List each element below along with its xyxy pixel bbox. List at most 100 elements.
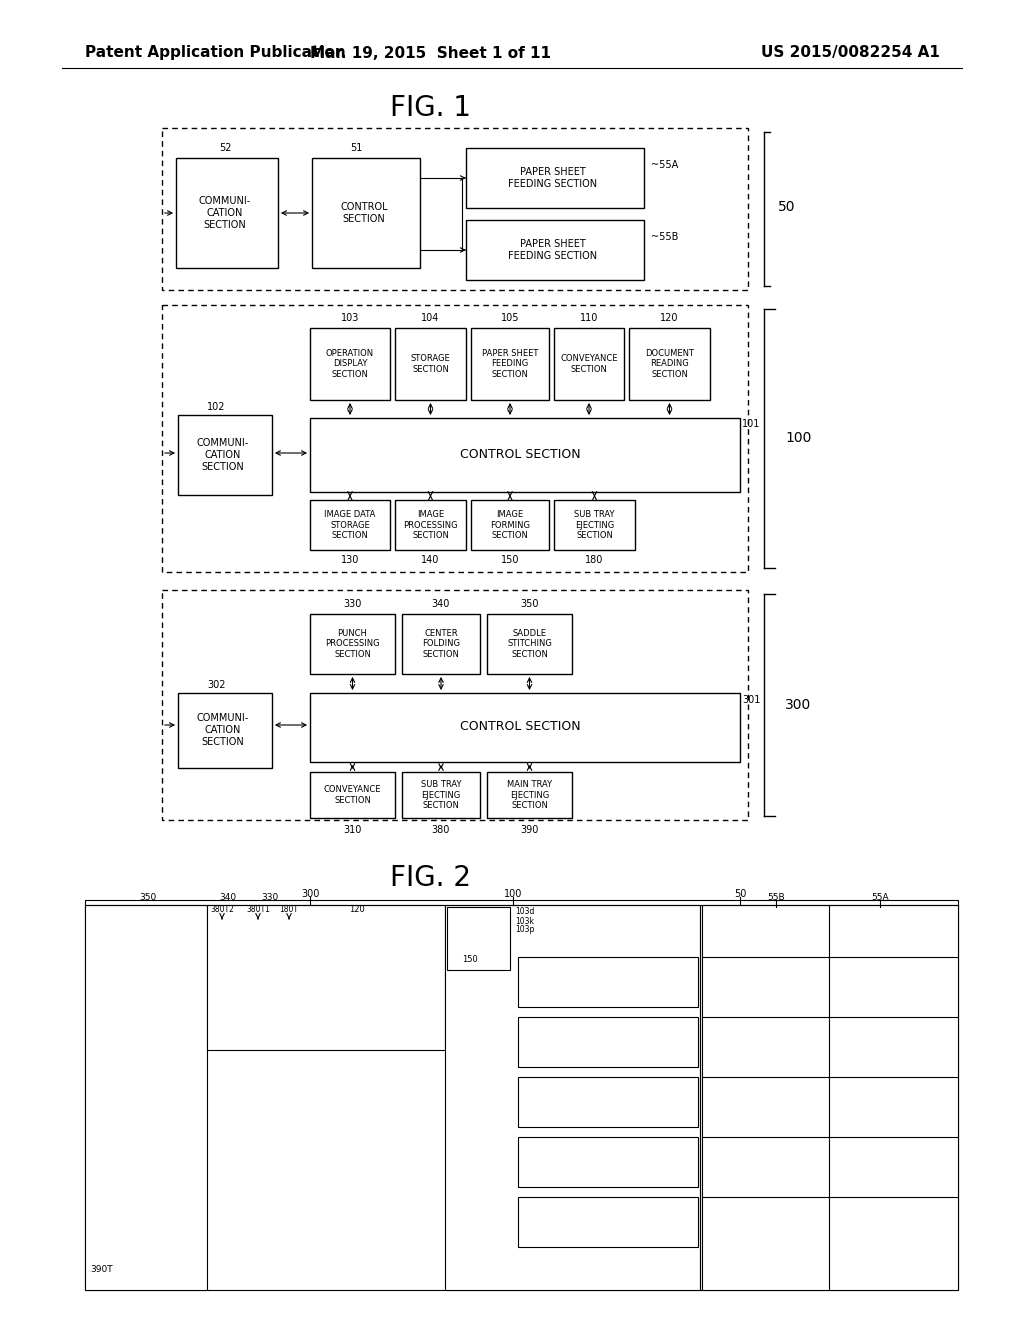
Bar	[487, 614, 572, 675]
Bar	[176, 158, 278, 268]
Text: 390: 390	[520, 825, 539, 836]
Text: CONTROL SECTION: CONTROL SECTION	[460, 721, 581, 734]
Text: SUB TRAY
EJECTING
SECTION: SUB TRAY EJECTING SECTION	[421, 780, 461, 810]
Bar	[310, 327, 390, 400]
Text: FIG. 2: FIG. 2	[389, 865, 470, 892]
Text: 350: 350	[520, 599, 539, 609]
Text: ~55A: ~55A	[651, 160, 678, 170]
Bar	[178, 414, 272, 495]
Text: MAIN TRAY
EJECTING
SECTION: MAIN TRAY EJECTING SECTION	[507, 780, 552, 810]
Text: STORAGE
SECTION: STORAGE SECTION	[411, 354, 451, 374]
Bar	[554, 500, 635, 550]
Text: 101: 101	[742, 418, 761, 429]
Bar	[518, 1077, 698, 1127]
Bar	[402, 614, 480, 675]
Text: PAPER SHEET
FEEDING SECTION: PAPER SHEET FEEDING SECTION	[509, 239, 598, 261]
Text: 330: 330	[343, 599, 361, 609]
Text: 180T: 180T	[280, 906, 299, 915]
Text: FIG. 1: FIG. 1	[389, 94, 470, 121]
Text: 390T: 390T	[90, 1266, 113, 1275]
Text: 130: 130	[341, 554, 359, 565]
Bar	[447, 907, 510, 970]
Text: 51: 51	[350, 143, 362, 153]
Text: 340: 340	[432, 599, 451, 609]
Text: 110: 110	[580, 313, 598, 323]
Bar	[402, 772, 480, 818]
Text: COMMUNI-
CATION
SECTION: COMMUNI- CATION SECTION	[197, 713, 249, 747]
Bar	[395, 500, 466, 550]
Text: PUNCH
PROCESSING
SECTION: PUNCH PROCESSING SECTION	[326, 630, 380, 659]
Text: 310: 310	[343, 825, 361, 836]
Text: 120: 120	[349, 906, 365, 915]
Text: 55A: 55A	[871, 894, 889, 903]
Text: 52: 52	[219, 143, 231, 153]
Bar	[207, 906, 445, 1049]
Text: SUB TRAY
EJECTING
SECTION: SUB TRAY EJECTING SECTION	[574, 510, 614, 540]
Text: 103d: 103d	[515, 908, 535, 916]
Bar	[518, 1137, 698, 1187]
Text: IMAGE DATA
STORAGE
SECTION: IMAGE DATA STORAGE SECTION	[325, 510, 376, 540]
Text: CENTER
FOLDING
SECTION: CENTER FOLDING SECTION	[422, 630, 460, 659]
Text: COMMUNI-
CATION
SECTION: COMMUNI- CATION SECTION	[197, 438, 249, 471]
Text: 380T1: 380T1	[246, 906, 270, 915]
Text: 103k: 103k	[515, 916, 534, 925]
Text: CONTROL SECTION: CONTROL SECTION	[460, 449, 581, 462]
Text: 300: 300	[785, 698, 811, 711]
Text: 104: 104	[421, 313, 439, 323]
Text: CONVEYANCE
SECTION: CONVEYANCE SECTION	[324, 785, 381, 805]
Text: SADDLE
STITCHING
SECTION: SADDLE STITCHING SECTION	[507, 630, 552, 659]
Bar	[162, 305, 748, 572]
Text: 100: 100	[785, 432, 811, 445]
Bar	[310, 772, 395, 818]
Text: 55B: 55B	[767, 894, 784, 903]
Text: 301: 301	[742, 696, 761, 705]
Text: 103: 103	[341, 313, 359, 323]
Text: PAPER SHEET
FEEDING SECTION: PAPER SHEET FEEDING SECTION	[509, 168, 598, 189]
Text: 300: 300	[301, 888, 319, 899]
Bar	[310, 418, 740, 492]
Bar	[162, 590, 748, 820]
Bar	[85, 906, 207, 1290]
Text: 150: 150	[462, 956, 478, 965]
Bar	[310, 614, 395, 675]
Bar	[487, 772, 572, 818]
Bar	[466, 220, 644, 280]
Text: DOCUMENT
READING
SECTION: DOCUMENT READING SECTION	[645, 348, 694, 379]
Text: US 2015/0082254 A1: US 2015/0082254 A1	[761, 45, 940, 61]
Bar	[466, 148, 644, 209]
Text: 302: 302	[207, 680, 225, 690]
Bar	[162, 128, 748, 290]
Text: IMAGE
FORMING
SECTION: IMAGE FORMING SECTION	[490, 510, 530, 540]
Bar	[518, 1016, 698, 1067]
Bar	[702, 906, 958, 1290]
Bar	[310, 500, 390, 550]
Text: 100: 100	[504, 888, 522, 899]
Text: 380T2: 380T2	[210, 906, 233, 915]
Text: 330: 330	[261, 894, 279, 903]
Text: 180: 180	[586, 554, 604, 565]
Text: ~55B: ~55B	[651, 232, 678, 242]
Text: IMAGE
PROCESSING
SECTION: IMAGE PROCESSING SECTION	[403, 510, 458, 540]
Text: CONVEYANCE
SECTION: CONVEYANCE SECTION	[560, 354, 617, 374]
Text: Mar. 19, 2015  Sheet 1 of 11: Mar. 19, 2015 Sheet 1 of 11	[309, 45, 551, 61]
Bar	[312, 158, 420, 268]
Text: PAPER SHEET
FEEDING
SECTION: PAPER SHEET FEEDING SECTION	[482, 348, 539, 379]
Text: 340: 340	[219, 894, 237, 903]
Bar	[85, 900, 958, 1290]
Text: CONTROL
SECTION: CONTROL SECTION	[340, 202, 388, 224]
Bar	[310, 693, 740, 762]
Text: 380: 380	[432, 825, 451, 836]
Text: 150: 150	[501, 554, 519, 565]
Text: 120: 120	[660, 313, 679, 323]
Text: 103p: 103p	[515, 925, 535, 935]
Text: 350: 350	[139, 894, 157, 903]
Bar	[471, 500, 549, 550]
Bar	[395, 327, 466, 400]
Bar	[471, 327, 549, 400]
Text: Patent Application Publication: Patent Application Publication	[85, 45, 346, 61]
Text: 50: 50	[734, 888, 746, 899]
Text: OPERATION
DISPLAY
SECTION: OPERATION DISPLAY SECTION	[326, 348, 374, 379]
Bar	[518, 957, 698, 1007]
Bar	[554, 327, 624, 400]
Bar	[629, 327, 710, 400]
